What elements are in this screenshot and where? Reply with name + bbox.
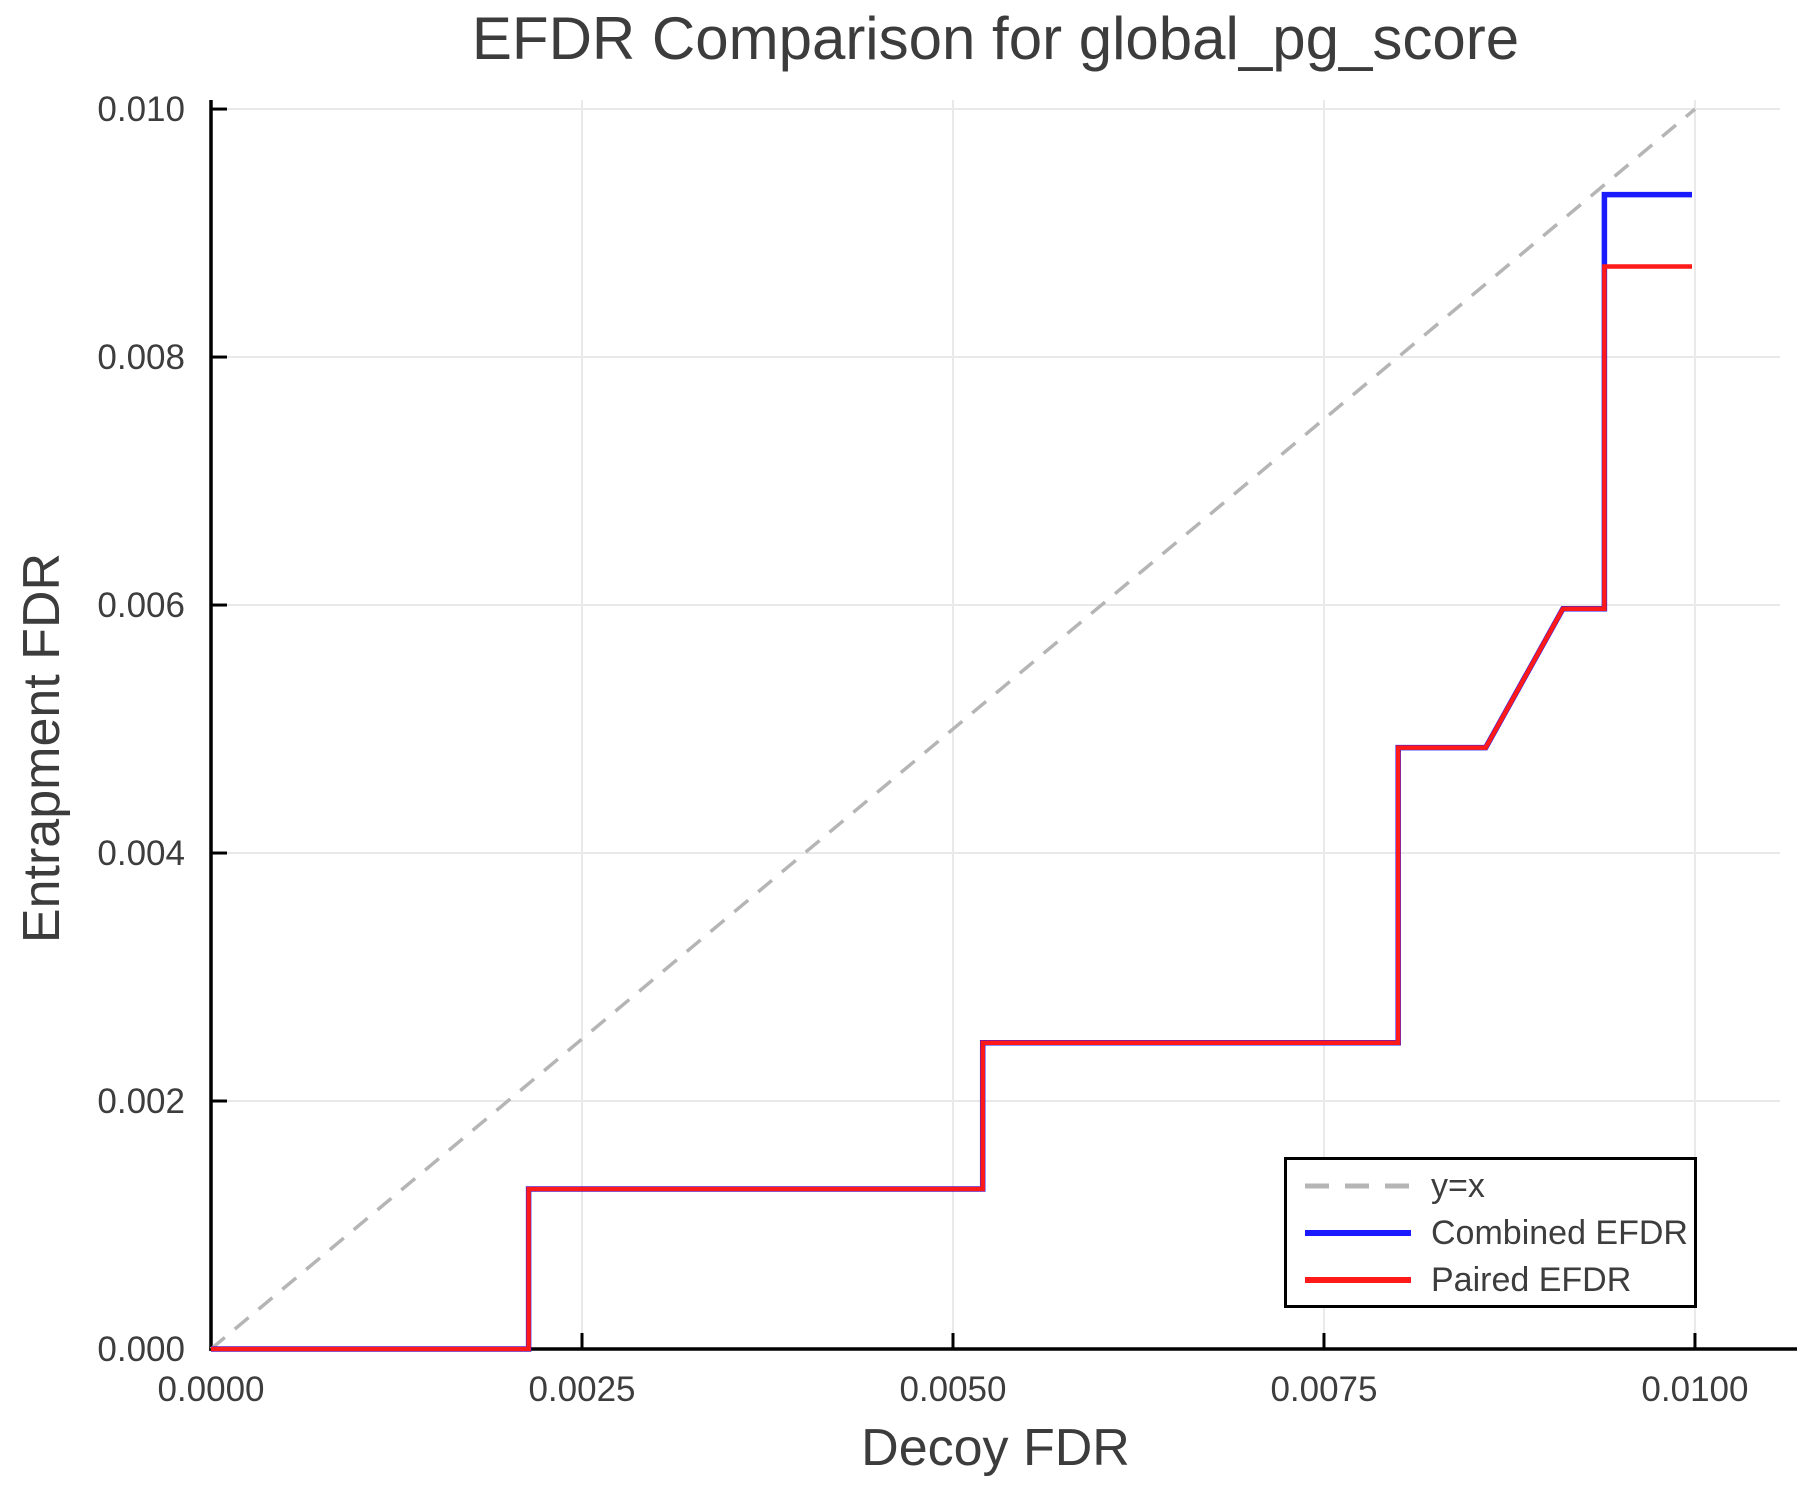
legend-item-paired-efdr: Paired EFDR <box>1303 1256 1694 1303</box>
chart-title: EFDR Comparison for global_pg_score <box>471 5 1520 72</box>
x-tick-label: 0.0075 <box>1270 1370 1377 1409</box>
legend-line-sample-red <box>1305 1276 1411 1283</box>
legend-line-sample-blue <box>1305 1229 1411 1236</box>
y-tick-label: 0.002 <box>97 1082 185 1121</box>
legend-item-y-equals-x: y=x <box>1303 1162 1694 1209</box>
legend-box: y=x Combined EFDR Paired EFDR <box>1284 1157 1697 1308</box>
y-axis-label: Entrapment FDR <box>13 552 71 944</box>
y-tick-label: 0.008 <box>97 338 185 377</box>
x-tick-label: 0.0025 <box>528 1370 635 1409</box>
x-tick-label: 0.0100 <box>1641 1370 1748 1409</box>
y-tick-label: 0.004 <box>97 834 185 873</box>
legend-label: Combined EFDR <box>1431 1213 1688 1252</box>
series-line-paired-efdr <box>211 264 1692 1352</box>
legend-line-sample-dashed <box>1305 1183 1411 1188</box>
legend-item-combined-efdr: Combined EFDR <box>1303 1209 1694 1256</box>
x-tick-label: 0.0050 <box>899 1370 1006 1409</box>
y-tick-label: 0.010 <box>97 90 185 129</box>
x-axis-label: Decoy FDR <box>861 1419 1130 1477</box>
series-line-y-x <box>209 107 1697 1351</box>
y-tick-label: 0.006 <box>97 586 185 625</box>
legend-label: Paired EFDR <box>1431 1260 1632 1299</box>
legend-label: y=x <box>1431 1166 1485 1205</box>
x-tick-label: 0.0000 <box>157 1370 264 1409</box>
y-tick-label: 0.000 <box>97 1330 185 1369</box>
